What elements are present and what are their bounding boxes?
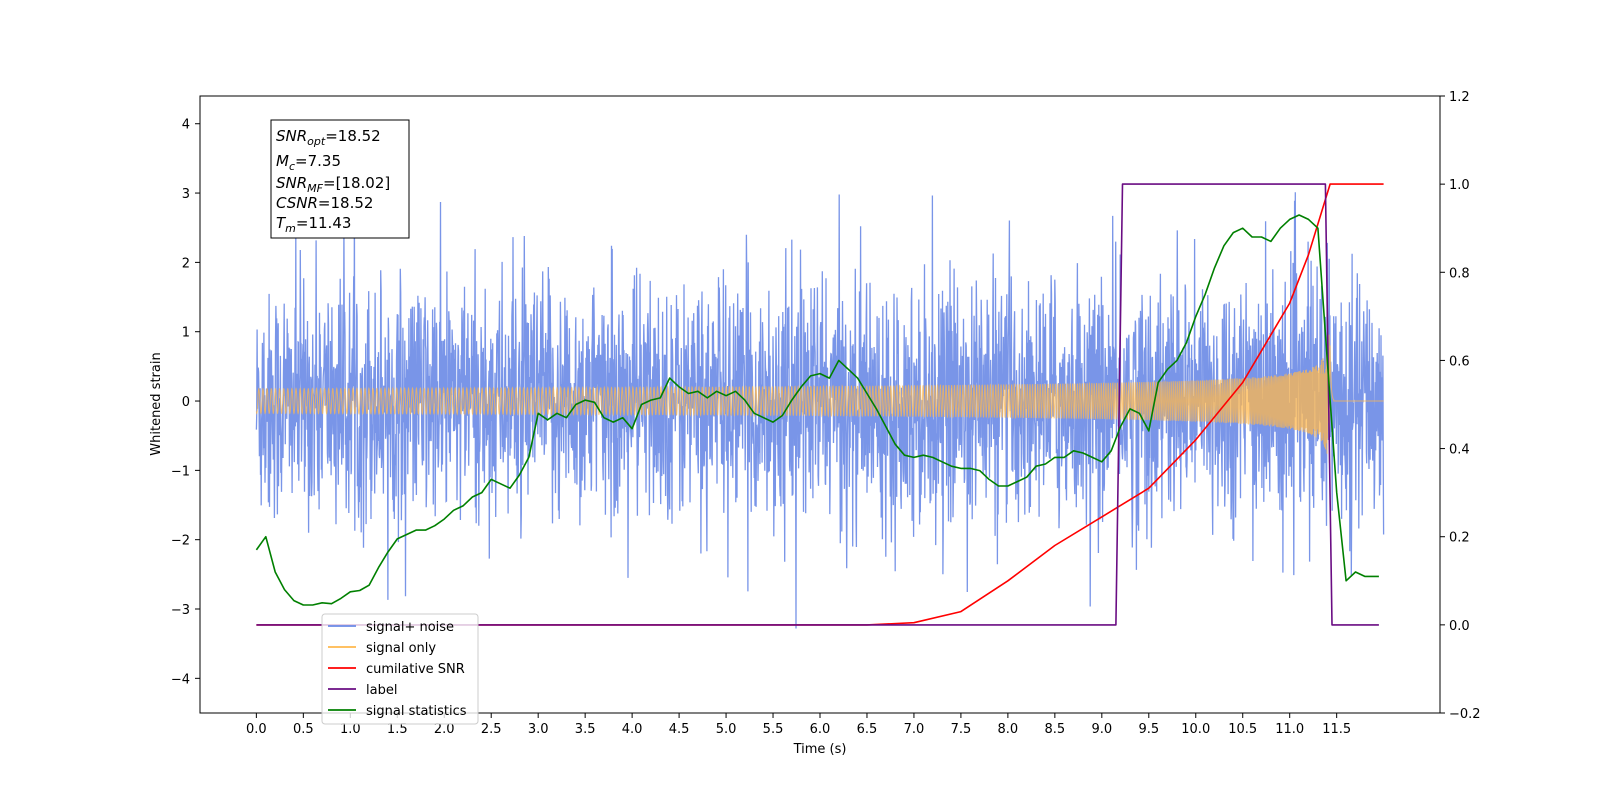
y-tick-label: 4 (182, 118, 190, 133)
legend: signal+ noise signal only cumilative SNR la… (321, 613, 479, 725)
legend-label: signal+ noise (366, 620, 454, 635)
x-tick-label: 9.0 (1091, 722, 1112, 737)
annotation-mc: Mc=7.35 (276, 152, 341, 173)
y2-tick-label: 0.0 (1449, 619, 1470, 634)
x-tick-label: 7.0 (904, 722, 925, 737)
x-tick-label: 8.0 (998, 722, 1019, 737)
x-tick-label: 0.0 (246, 722, 267, 737)
x-tick-label: 10.5 (1228, 722, 1257, 737)
y-tick-label: −4 (171, 672, 190, 687)
annotation-csnr: CSNR=18.52 (276, 194, 373, 212)
x-tick-label: 9.5 (1138, 722, 1159, 737)
x-tick-label: 0.5 (293, 722, 314, 737)
x-tick-label: 7.5 (951, 722, 972, 737)
y2-tick-label: 0.6 (1449, 354, 1470, 369)
y2-tick-label: −0.2 (1449, 707, 1481, 722)
y2-tick-label: 0.4 (1449, 443, 1470, 458)
x-tick-label: 3.5 (575, 722, 596, 737)
x-tick-label: 11.0 (1275, 722, 1304, 737)
annotation-tm: Tm=11.43 (276, 214, 351, 235)
y-tick-label: −3 (171, 603, 190, 618)
legend-label: signal only (366, 641, 436, 656)
plot-area (255, 183, 1385, 629)
x-tick-label: 8.5 (1045, 722, 1066, 737)
x-tick-label: 1.0 (340, 722, 361, 737)
y2-tick-label: 0.8 (1449, 266, 1470, 281)
annotation-snr-mf: SNRMF=[18.02] (276, 174, 390, 195)
legend-label: label (366, 683, 397, 698)
x-tick-label: 5.5 (763, 722, 784, 737)
x-tick-label: 6.5 (857, 722, 878, 737)
x-tick-label: 2.0 (434, 722, 455, 737)
y2-tick-label: 0.2 (1449, 531, 1470, 546)
series-signal-noise (255, 185, 1385, 629)
x-tick-label: 3.0 (528, 722, 549, 737)
y-tick-label: 3 (182, 187, 190, 202)
y-axis-left: 4 3 2 1 0 −1 −2 −3 −4 (171, 118, 200, 687)
annotation-box: SNRopt=18.52 Mc=7.35 SNRMF=[18.02] CSNR=… (270, 119, 410, 239)
x-tick-label: 2.5 (481, 722, 502, 737)
x-tick-label: 10.0 (1181, 722, 1210, 737)
y-tick-label: 1 (182, 326, 190, 341)
y-axis-right: 1.2 1.0 0.8 0.6 0.4 0.2 0.0 −0.2 (1440, 90, 1481, 722)
x-axis-label: Time (s) (793, 742, 847, 757)
series-label (256, 183, 1379, 626)
legend-label: signal statistics (366, 704, 467, 719)
x-tick-label: 4.0 (622, 722, 643, 737)
x-tick-label: 4.5 (669, 722, 690, 737)
series-signal-statistics (255, 214, 1379, 606)
x-axis: 0.0 0.5 1.0 1.5 2.0 2.5 3.0 3.5 4.0 4.5 5.0 5.5 6.0 6… (246, 713, 1351, 737)
x-tick-label: 6.0 (810, 722, 831, 737)
series-signal-only (255, 334, 1384, 463)
y2-tick-label: 1.0 (1449, 178, 1470, 193)
x-tick-label: 11.5 (1322, 722, 1351, 737)
legend-label: cumilative SNR (366, 662, 465, 677)
y-tick-label: −1 (171, 464, 190, 479)
annotation-snr-opt: SNRopt=18.52 (276, 127, 381, 148)
y-tick-label: 0 (182, 395, 190, 410)
series-cumulative-snr (256, 183, 1384, 626)
x-tick-label: 5.0 (716, 722, 737, 737)
y-axis-label: Whitened strain (149, 352, 164, 455)
y-tick-label: 2 (182, 256, 190, 271)
y-tick-label: −2 (171, 534, 190, 549)
y2-tick-label: 1.2 (1449, 90, 1470, 105)
x-tick-label: 1.5 (387, 722, 408, 737)
